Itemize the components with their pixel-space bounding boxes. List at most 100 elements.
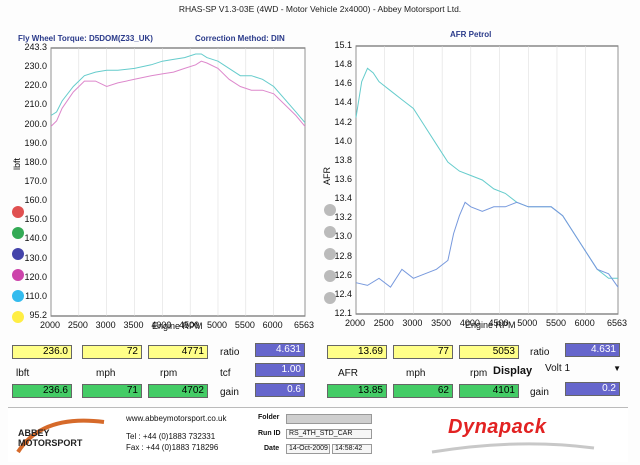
telephone: Tel : +44 (0)1883 732331 [126,432,216,441]
torque-legend-dot-5[interactable] [12,311,24,323]
afr-x-tick-6: 5000 [517,318,538,328]
afr-y-tick-2: 14.6 [334,78,352,89]
afr-y-tick-7: 13.6 [334,174,352,184]
torque-x-tick-7: 5500 [234,320,255,330]
afr-x-tick-9: 6563 [607,318,628,328]
afr-legend-dot-2[interactable] [324,248,336,260]
right-ratio-value: 4.631 [565,343,620,357]
afr-legend-dot-0[interactable] [324,204,336,216]
torque-y-tick-5: 190.0 [24,137,47,148]
afr-x-tick-0: 2000 [345,318,366,328]
afr-y-tick-5: 14.0 [334,135,352,146]
afr-legend-dot-1[interactable] [324,226,336,238]
torque-y-tick-6: 180.0 [24,156,47,167]
afr-y-tick-6: 13.8 [334,154,352,165]
torque-x-tick-5: 4500 [179,320,200,330]
afr-series-2 [355,201,619,288]
left-chart-header: Fly Wheel Torque: D5DOM(Z33_UK) [18,34,153,43]
window-title: RHAS-SP V1.3-03E (4WD - Motor Vehicle 2x… [178,4,462,14]
right-readout-mph-2: 62 [393,384,453,398]
afr-x-label: Engine RPM [465,320,516,330]
dynapack-swoosh [431,442,595,454]
torque-y-label: lbft [12,157,22,170]
torque-legend-dot-2[interactable] [12,248,24,260]
tcf-label: tcf [220,368,231,379]
afr-legend-dot-4[interactable] [324,292,336,304]
folder-field [286,414,372,424]
afr-y-tick-11: 12.8 [334,250,352,261]
torque-legend-dot-1[interactable] [12,227,24,239]
afr-x-tick-1: 2500 [373,318,394,328]
run-id-field: RS_4TH_STD_CAR [286,429,372,439]
fax: Fax : +44 (0)1883 718296 [126,443,219,452]
left-readout-rpm-2: 4702 [148,384,208,398]
abbey-brand: ABBEY MOTORSPORT [18,428,83,448]
afr-y-tick-0: 15.1 [334,40,352,50]
torque-x-tick-9: 6563 [294,320,315,330]
torque-y-tick-0: 243.3 [24,42,47,52]
afr-y-tick-8: 13.4 [334,193,352,204]
run-id-label: Run ID [258,430,281,437]
torque-y-tick-8: 160.0 [24,195,47,206]
torque-y-tick-9: 150.0 [24,214,47,225]
afr-y-tick-4: 14.2 [334,116,352,127]
torque-plot-frame [50,47,306,317]
torque-x-tick-4: 4000 [151,320,172,330]
left-gain-label: gain [220,387,239,398]
afr-y-tick-9: 13.2 [334,212,352,223]
time-field: 14:58:42 [332,444,372,454]
right-readout-mph-1: 77 [393,345,453,359]
right-readout-afr-1: 13.69 [327,345,387,359]
afr-x-tick-5: 4500 [488,318,509,328]
display-select-value: Volt 1 [545,363,571,374]
right-label-rpm: rpm [470,368,488,379]
afr-x-tick-4: 4000 [459,318,480,328]
display-select[interactable]: Volt 1 ▼ [543,362,623,376]
torque-y-tick-7: 170.0 [24,176,47,186]
date-label: Date [264,445,280,452]
torque-grid [50,48,306,316]
left-ratio-label: ratio [220,347,240,358]
afr-y-tick-10: 13.0 [334,231,352,242]
footer-panel: ABBEY MOTORSPORT www.abbeymotorsport.co.… [8,407,628,462]
left-readout-mph-1: 72 [82,345,142,359]
right-gain-value: 0.2 [565,382,620,396]
left-gain-value: 0.6 [255,383,305,397]
afr-plot-frame [355,45,619,315]
abbey-logo [16,418,105,454]
afr-y-tick-12: 12.6 [334,269,352,280]
left-ratio-value: 4.631 [255,343,305,357]
left-label-mph: mph [96,368,116,379]
torque-lines [50,53,306,127]
torque-y-tick-1: 230.0 [24,61,47,72]
right-ratio-label: ratio [530,347,550,358]
afr-y-tick-14: 12.1 [334,308,352,318]
left-readout-mph-2: 71 [82,384,142,398]
afr-grid [355,46,619,314]
right-chart-header: AFR Petrol [450,30,492,39]
right-readout-rpm-2: 4101 [459,384,519,398]
afr-legend-dot-3[interactable] [324,270,336,282]
afr-chart [355,45,619,315]
right-gain-label: gain [530,387,549,398]
torque-legend-dot-0[interactable] [12,206,24,218]
torque-legend-dot-3[interactable] [12,269,24,281]
afr-y-tick-3: 14.4 [334,97,352,108]
torque-legend-dot-4[interactable] [12,290,24,302]
torque-x-tick-0: 2000 [40,320,61,330]
right-readout-rpm-1: 5053 [459,345,519,359]
afr-y-tick-13: 12.4 [334,288,352,299]
chevron-down-icon: ▼ [613,364,621,373]
tcf-value: 1.00 [255,363,305,377]
torque-series-2 [50,60,306,127]
torque-x-tick-6: 5000 [206,320,228,330]
date-field: 14-Oct-2009 [286,444,330,454]
afr-lines [355,67,619,288]
torque-y-tick-3: 210.0 [24,99,47,110]
torque-y-tick-11: 130.0 [24,252,47,263]
left-readout-lbft-2: 236.6 [12,384,72,398]
torque-y-tick-10: 140.0 [24,233,47,244]
right-label-afr: AFR [338,368,358,379]
right-readout-afr-2: 13.85 [327,384,387,398]
